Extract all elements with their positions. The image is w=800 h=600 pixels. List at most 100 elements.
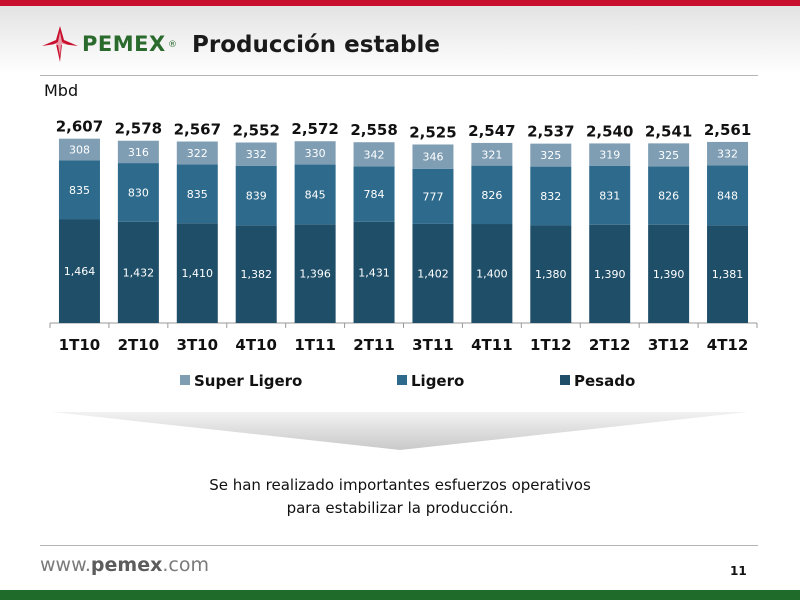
bar-pesado <box>353 221 395 323</box>
chart-unit-label: Mbd <box>44 81 79 100</box>
bar-super-ligero <box>530 143 572 167</box>
total-label: 2,567 <box>174 121 221 139</box>
production-chart: 1,464 835 308 2,607 1T10 1,432 830 316 2,578 2T10… <box>49 118 758 390</box>
bar-ligero <box>412 168 454 224</box>
category-label: 4T10 <box>235 336 277 354</box>
page-title: Producción estable <box>192 32 440 58</box>
category-label: 1T12 <box>530 336 572 354</box>
data-label-ligero: 848 <box>717 189 738 202</box>
category-label: 4T11 <box>471 336 513 354</box>
bar-pesado <box>648 224 690 323</box>
total-label: 2,578 <box>115 120 162 138</box>
bar-ligero <box>589 165 631 225</box>
category-label: 1T11 <box>294 336 336 354</box>
category-label: 2T12 <box>589 336 631 354</box>
bar-super-ligero <box>353 142 395 167</box>
data-label-pesado: 1,390 <box>594 268 626 281</box>
total-label: 2,607 <box>56 118 103 136</box>
data-label-pesado: 1,382 <box>240 268 272 281</box>
bar-pesado <box>176 223 218 323</box>
bar-super-ligero <box>58 138 100 161</box>
bar-ligero <box>58 160 100 220</box>
pemex-eagle-icon <box>42 26 78 62</box>
summary-line-1: Se han realizado importantes esfuerzos o… <box>209 476 591 494</box>
data-label-pesado: 1,390 <box>653 268 685 281</box>
legend-label: Ligero <box>411 372 464 390</box>
logo-registered-mark: ® <box>168 40 177 50</box>
bar-pesado <box>471 224 513 323</box>
data-label-pesado: 1,432 <box>123 266 155 279</box>
bar-pesado <box>707 225 749 323</box>
data-label-ligero: 831 <box>599 189 620 202</box>
data-label-ligero: 835 <box>187 188 208 201</box>
data-label-pesado: 1,400 <box>476 268 508 281</box>
summary-message: Se han realizado importantes esfuerzos o… <box>150 474 650 520</box>
data-label-super-ligero: 319 <box>599 149 620 162</box>
data-label-ligero: 839 <box>246 190 267 203</box>
data-label-ligero: 832 <box>540 190 561 203</box>
bottom-accent-bar <box>0 590 800 600</box>
category-label: 3T11 <box>412 336 454 354</box>
data-label-super-ligero: 346 <box>422 151 443 164</box>
bar-pesado <box>58 219 100 323</box>
data-label-pesado: 1,380 <box>535 268 567 281</box>
bar-super-ligero <box>471 142 513 166</box>
page-number: 11 <box>730 564 747 578</box>
total-label: 2,540 <box>586 122 633 140</box>
pemex-logo: PEMEX ® <box>40 24 200 66</box>
bar-super-ligero <box>117 140 159 164</box>
data-label-ligero: 777 <box>422 190 443 203</box>
bar-ligero <box>117 163 159 222</box>
bar-super-ligero <box>707 141 749 166</box>
data-label-super-ligero: 322 <box>187 147 208 160</box>
data-label-super-ligero: 330 <box>305 147 326 160</box>
legend-label: Pesado <box>574 372 635 390</box>
summary-line-2: para estabilizar la producción. <box>286 499 514 517</box>
url-brand: pemex <box>90 554 163 576</box>
data-label-pesado: 1,464 <box>64 265 96 278</box>
bar-super-ligero <box>294 141 336 165</box>
bar-ligero <box>294 164 336 225</box>
data-label-ligero: 826 <box>658 190 679 203</box>
bar-pesado <box>530 225 572 323</box>
data-label-pesado: 1,410 <box>182 267 214 280</box>
bar-super-ligero <box>176 141 218 165</box>
website-url[interactable]: www.pemex.com <box>40 554 209 576</box>
data-label-super-ligero: 316 <box>128 146 149 159</box>
bar-super-ligero <box>589 143 631 166</box>
data-label-super-ligero: 321 <box>481 148 502 161</box>
total-label: 2,552 <box>232 122 279 140</box>
bar-super-ligero <box>648 143 690 167</box>
legend-swatch <box>560 375 570 385</box>
total-label: 2,547 <box>468 122 515 140</box>
data-label-pesado: 1,381 <box>712 268 744 281</box>
category-label: 2T10 <box>118 336 160 354</box>
category-label: 3T10 <box>177 336 219 354</box>
data-label-super-ligero: 325 <box>658 149 679 162</box>
bar-ligero <box>471 165 513 225</box>
total-label: 2,537 <box>527 123 574 141</box>
bar-pesado <box>294 224 336 323</box>
category-label: 2T11 <box>353 336 395 354</box>
footer-divider <box>40 545 758 546</box>
data-label-super-ligero: 342 <box>364 148 385 161</box>
logo-wordmark: PEMEX <box>82 32 166 56</box>
header-divider <box>40 75 758 76</box>
bar-pesado <box>589 224 631 323</box>
bar-pesado <box>117 221 159 323</box>
legend-label: Super Ligero <box>194 372 302 390</box>
header-background <box>0 6 800 74</box>
data-label-super-ligero: 308 <box>69 144 90 157</box>
bar-ligero <box>353 166 395 222</box>
legend-swatch <box>180 375 190 385</box>
legend-swatch <box>397 375 407 385</box>
bar-pesado <box>412 223 454 323</box>
total-label: 2,558 <box>350 121 397 139</box>
bar-ligero <box>176 164 218 224</box>
data-label-ligero: 826 <box>481 189 502 202</box>
total-label: 2,572 <box>291 120 338 138</box>
total-label: 2,525 <box>409 123 456 141</box>
data-label-super-ligero: 332 <box>246 148 267 161</box>
url-prefix: www. <box>40 554 91 576</box>
bar-ligero <box>235 165 277 226</box>
